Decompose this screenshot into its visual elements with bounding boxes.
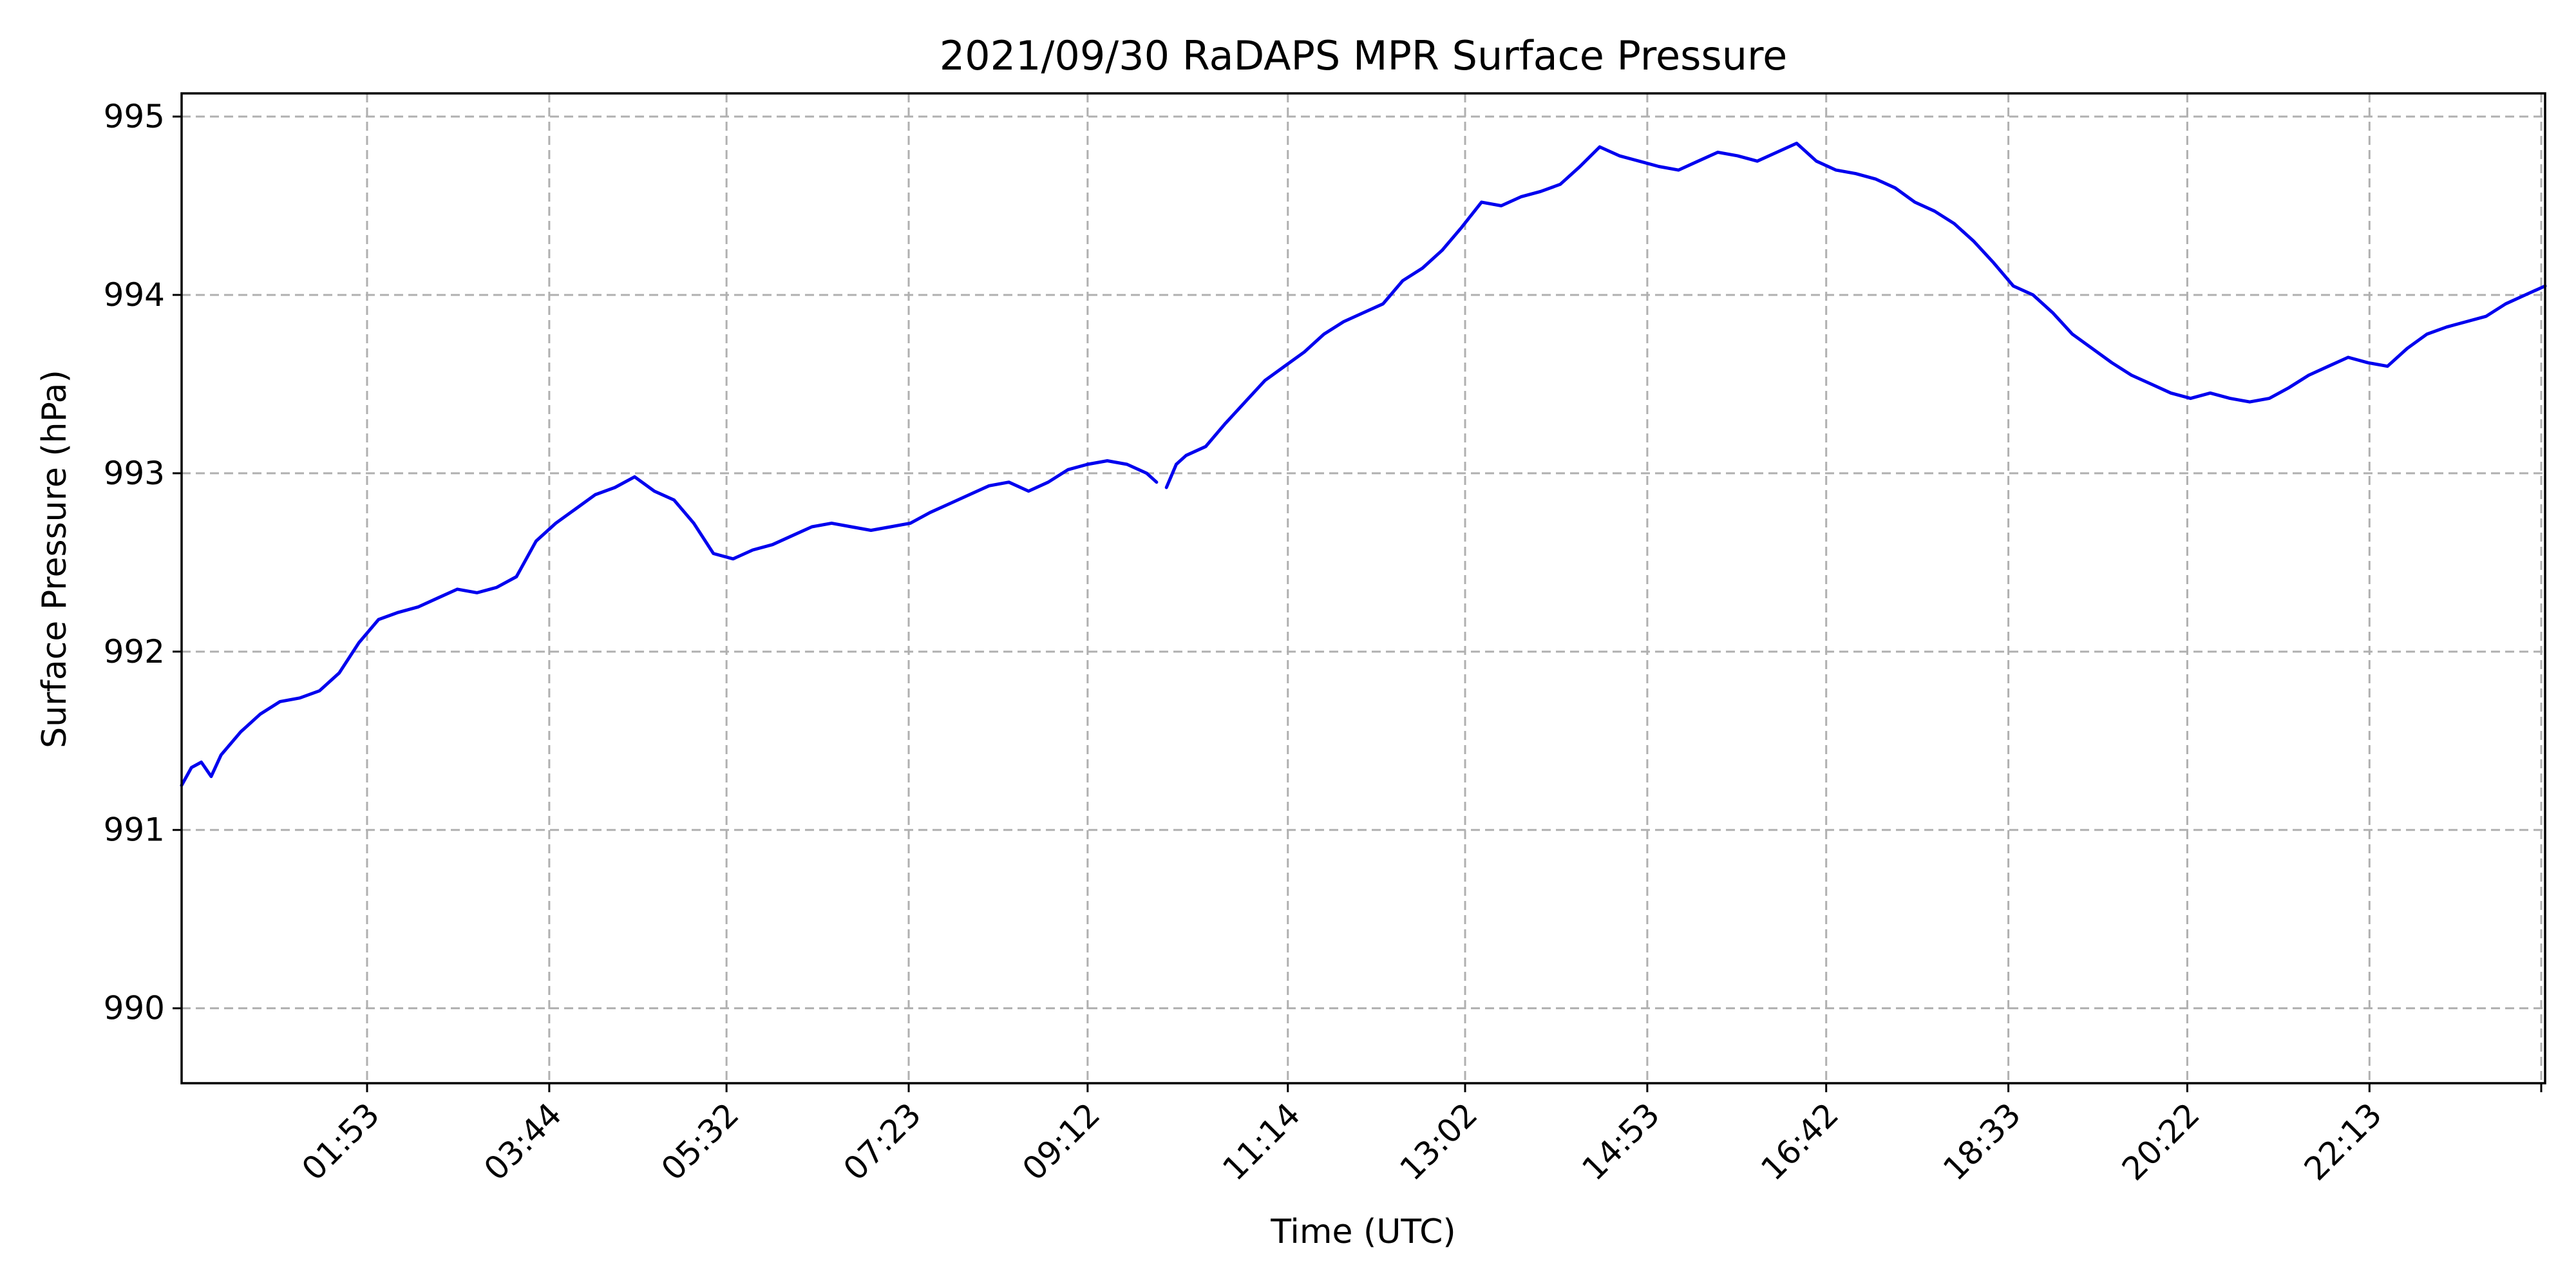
x-axis-label: Time (UTC) xyxy=(1270,1213,1455,1251)
y-tick-label: 995 xyxy=(104,98,165,135)
y-tick-label: 994 xyxy=(104,276,165,314)
y-tick-label: 992 xyxy=(104,633,165,670)
pressure-series-line-segment-2 xyxy=(1164,142,2547,489)
y-tick-label: 991 xyxy=(104,811,165,849)
pressure-series-line-segment-1 xyxy=(180,459,1159,787)
y-axis-label: Surface Pressure (hPa) xyxy=(35,370,74,748)
y-tick-label: 990 xyxy=(104,990,165,1027)
grid-layer xyxy=(182,93,2545,1083)
series-layer xyxy=(180,142,2547,787)
y-tick-label: 993 xyxy=(104,455,165,492)
chart-title: 2021/09/30 RaDAPS MPR Surface Pressure xyxy=(940,32,1788,79)
y-axis-ticks: 990 991 992 993 994 995 xyxy=(104,98,182,1027)
plot-frame xyxy=(180,92,2546,1084)
